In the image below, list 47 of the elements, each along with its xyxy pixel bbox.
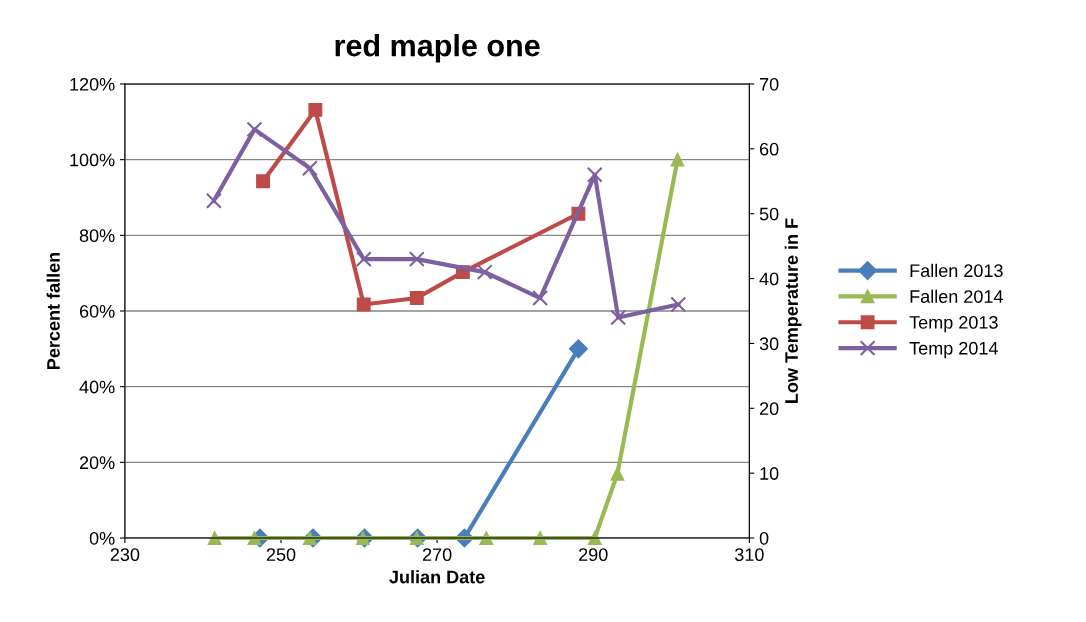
x-tick-label: 250 — [266, 548, 296, 562]
x-tick-label: 230 — [110, 548, 140, 562]
y2-tick-label: 70 — [759, 77, 779, 91]
y2-tick-label: 60 — [759, 142, 779, 156]
y-tick-label: 20% — [79, 456, 115, 470]
y-tick-label: 120% — [70, 77, 115, 91]
y-axis-title: Percent fallen — [46, 252, 60, 369]
y2-tick-label: 0 — [759, 531, 769, 545]
y2-tick-label: 50 — [759, 207, 779, 221]
point — [532, 290, 549, 307]
legend-label: Fallen 2013 — [910, 263, 1003, 278]
y-tick-label: 100% — [70, 153, 115, 167]
point — [205, 192, 222, 209]
y-tick-label: 40% — [79, 380, 115, 394]
y2-tick-label: 20 — [759, 402, 779, 416]
point — [476, 264, 493, 281]
y2-tick-label: 40 — [759, 272, 779, 286]
point — [356, 297, 371, 312]
point — [207, 531, 222, 545]
point — [409, 291, 424, 305]
x-tick-label: 270 — [422, 548, 452, 562]
legend-label: Temp 2013 — [909, 315, 998, 333]
legend-label: Temp 2014 — [909, 341, 998, 359]
point — [568, 339, 588, 359]
legend-label: Fallen 2014 — [910, 289, 1003, 303]
point — [247, 531, 262, 545]
point — [610, 466, 625, 481]
point — [408, 251, 425, 268]
y2-tick-label: 30 — [759, 337, 779, 351]
y-tick-label: 60% — [79, 304, 115, 318]
chart-title: red maple one — [335, 34, 540, 63]
point — [256, 174, 270, 189]
y-tick-label: 80% — [79, 229, 115, 243]
point — [670, 152, 685, 167]
x-tick-label: 310 — [734, 548, 764, 562]
point — [301, 160, 318, 177]
point — [355, 251, 372, 268]
point — [246, 121, 263, 138]
x-axis-title: Julian Date — [389, 570, 485, 584]
y2-tick-label: 10 — [760, 467, 779, 480]
point — [586, 166, 603, 183]
point — [610, 309, 627, 326]
point — [670, 296, 687, 313]
x-tick-label: 290 — [579, 548, 608, 562]
y-tick-label: 0% — [89, 531, 115, 545]
y2-axis-title: Low Temperature in F — [784, 218, 802, 403]
point — [308, 102, 323, 117]
